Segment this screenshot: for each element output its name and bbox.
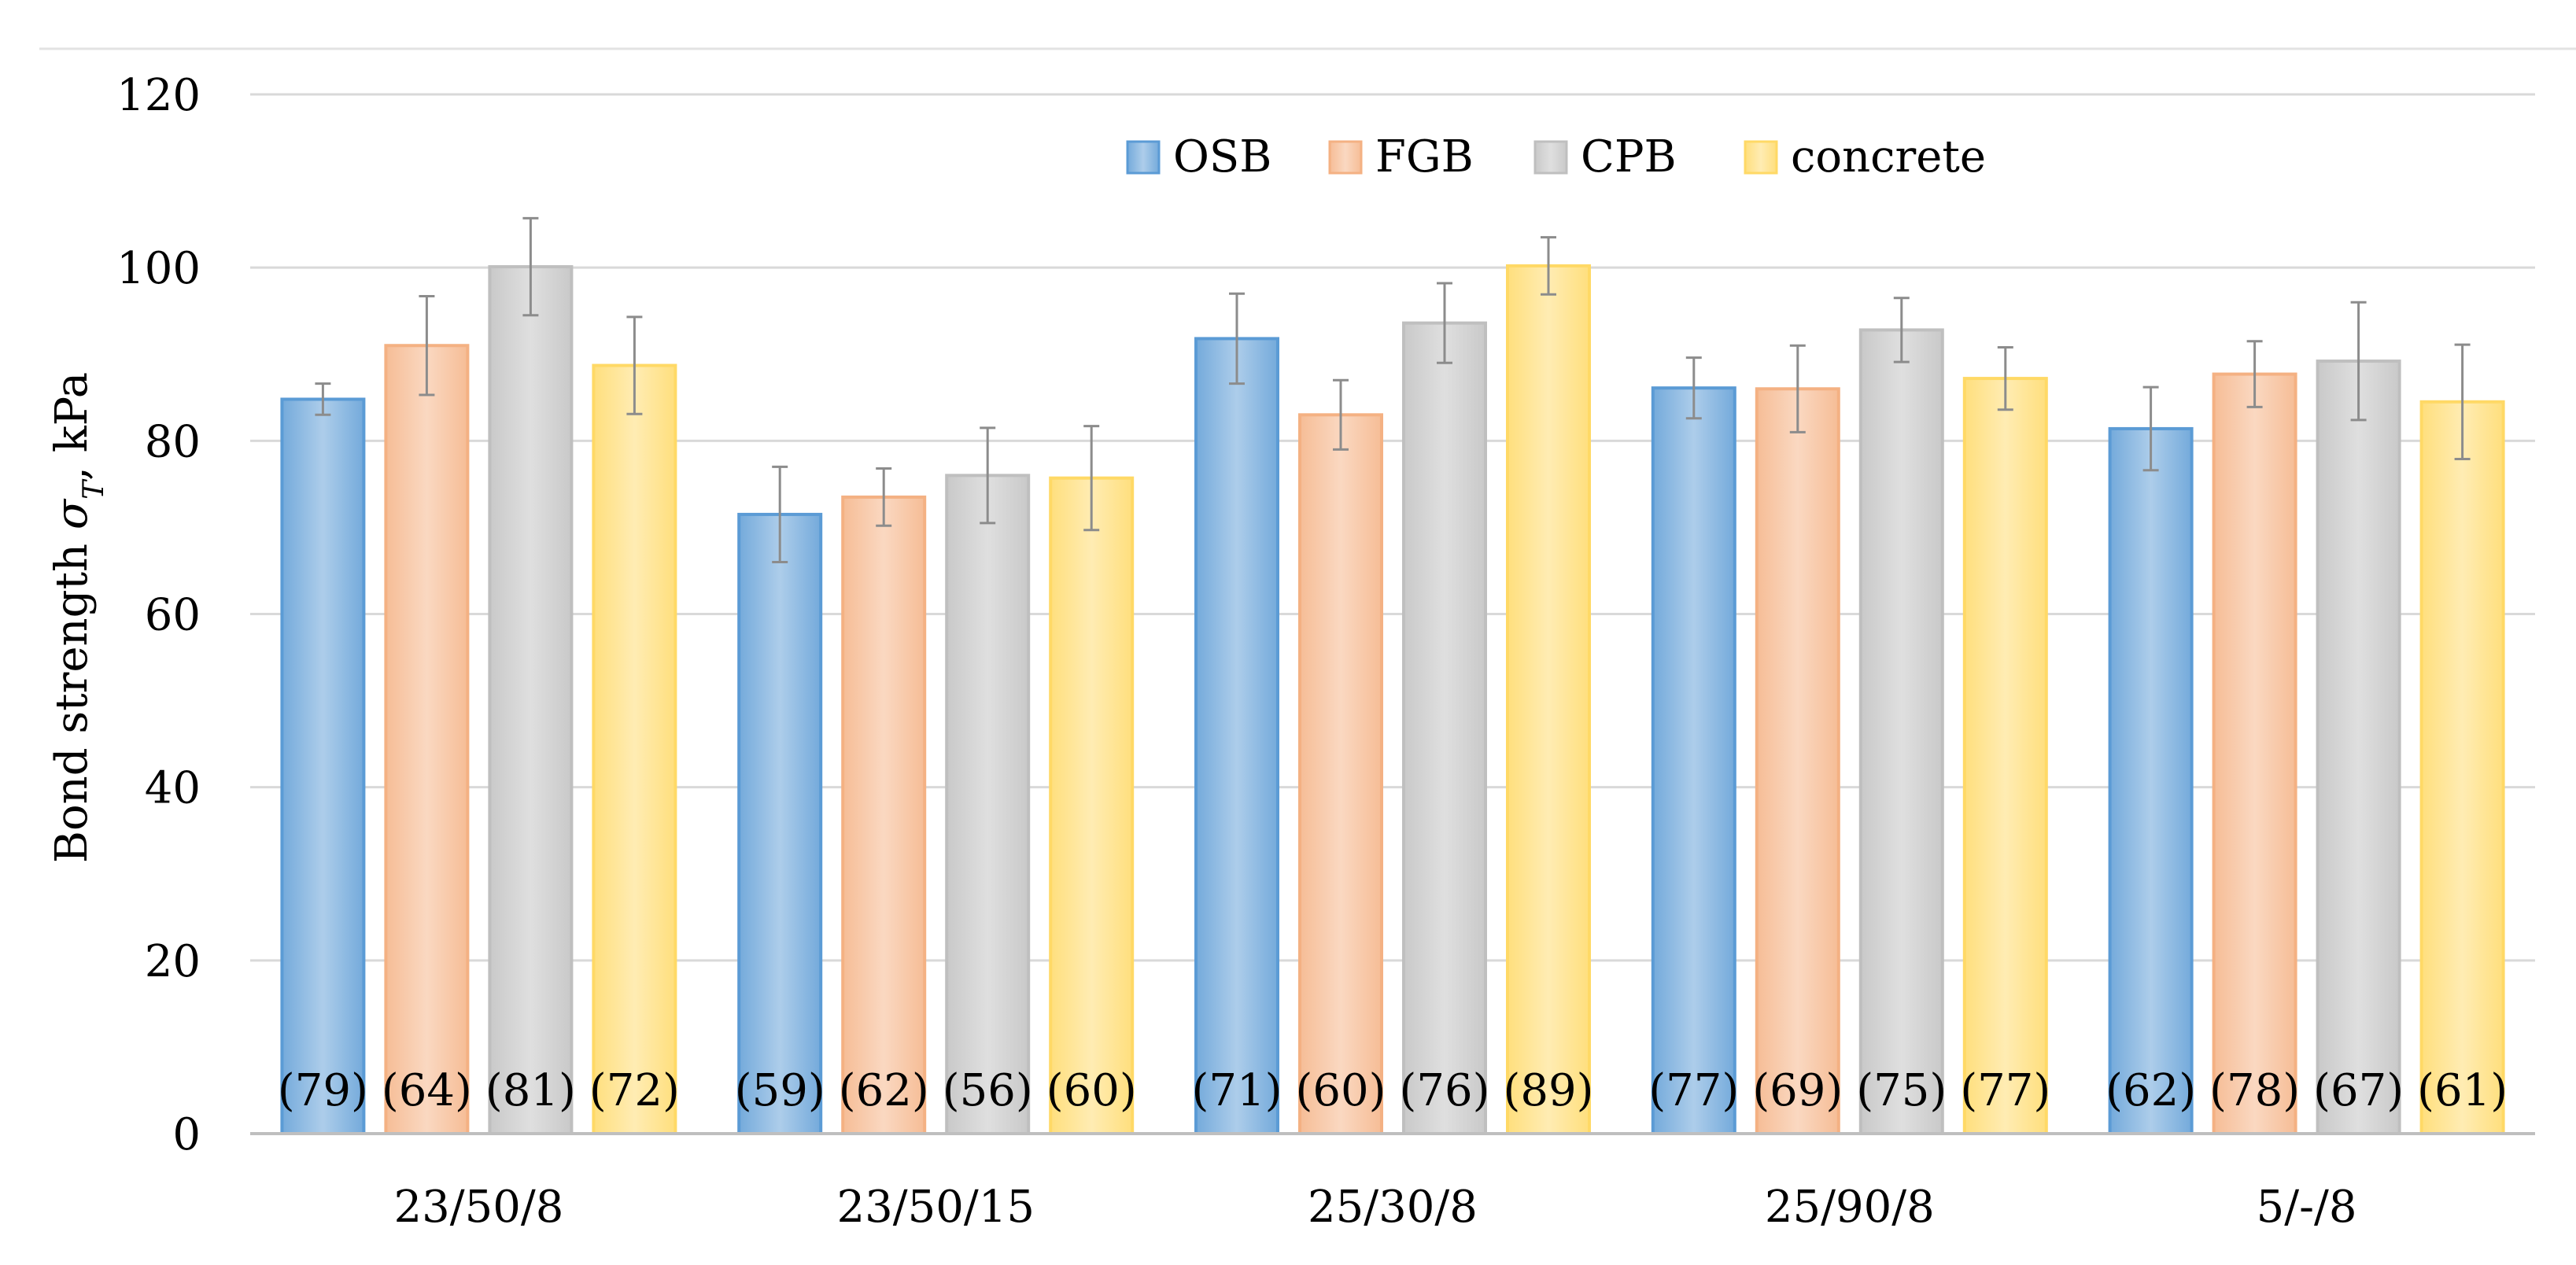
error-bar-fgb-23-50-15 (876, 467, 892, 527)
error-bar-fgb-5-8 (2246, 340, 2263, 408)
bar-osb-5-8 (2108, 426, 2194, 1135)
y-axis-title-symbol: σ (46, 498, 98, 529)
legend-swatch-cpb (1533, 140, 1568, 175)
y-tick-label-0: 0 (172, 1109, 201, 1160)
error-bars (315, 216, 2471, 563)
data-label-concrete-23-50-8: (72) (589, 1065, 680, 1116)
data-label-fgb-23-50-15: (62) (839, 1065, 929, 1116)
data-label-concrete-23-50-15: (60) (1046, 1065, 1137, 1116)
y-tick-label-100: 100 (116, 243, 201, 294)
bar-concrete-5-8 (2419, 400, 2505, 1135)
legend-item-osb: OSB (1126, 131, 1271, 183)
legend: OSB FGB CPB concrete (1126, 131, 1986, 183)
x-tick-label-25-30-8: 25/30/8 (1308, 1182, 1478, 1233)
data-label-concrete-25-90-8: (77) (1960, 1065, 2050, 1116)
error-bar-concrete-25-30-8 (1541, 236, 1556, 296)
bar-concrete-23-50-8 (592, 363, 677, 1135)
bar-concrete-25-90-8 (1962, 377, 2048, 1136)
y-axis-ticks: 0 20 40 60 80 100 120 (116, 70, 201, 1160)
data-label-cpb-5-8: (67) (2313, 1065, 2404, 1116)
bar-cpb-5-8 (2316, 360, 2401, 1136)
legend-swatch-concrete (1744, 140, 1778, 175)
bar-fgb-25-30-8 (1298, 413, 1383, 1135)
bars (280, 264, 2505, 1136)
x-axis-ticks: 23/50/8 23/50/15 25/30/8 25/90/8 5/-/8 (393, 1182, 2356, 1233)
y-tick-label-20: 20 (145, 936, 201, 987)
data-label-osb-25-30-8: (71) (1192, 1065, 1282, 1116)
error-bar-concrete-23-50-8 (626, 315, 643, 415)
data-label-osb-23-50-15: (59) (735, 1065, 825, 1116)
bar-fgb-5-8 (2212, 372, 2297, 1135)
y-tick-label-80: 80 (145, 416, 201, 467)
x-tick-label-23-50-15: 23/50/15 (836, 1182, 1035, 1233)
bar-fgb-25-90-8 (1755, 387, 1840, 1135)
x-tick-label-25-90-8: 25/90/8 (1765, 1182, 1935, 1233)
legend-item-cpb: CPB (1533, 131, 1677, 183)
legend-swatch-fgb (1328, 140, 1363, 175)
legend-label-cpb: CPB (1581, 131, 1677, 183)
data-label-osb-23-50-8: (79) (278, 1065, 368, 1116)
bar-cpb-25-90-8 (1858, 328, 1944, 1135)
error-bar-concrete-23-50-15 (1083, 425, 1100, 532)
bar-cpb-23-50-8 (488, 265, 574, 1136)
error-bar-fgb-23-50-8 (419, 294, 435, 396)
bar-osb-23-50-15 (737, 512, 823, 1135)
error-bar-cpb-23-50-8 (522, 216, 539, 317)
data-label-cpb-25-90-8: (75) (1856, 1065, 1947, 1116)
bar-osb-23-50-8 (280, 397, 366, 1135)
bar-fgb-23-50-15 (841, 495, 927, 1135)
legend-item-concrete: concrete (1744, 131, 1986, 183)
data-label-fgb-25-90-8: (69) (1752, 1065, 1843, 1116)
y-axis-title: Bond strength σT, kPa (46, 372, 110, 863)
legend-label-concrete: concrete (1791, 131, 1986, 183)
data-label-concrete-25-30-8: (89) (1504, 1065, 1594, 1116)
data-label-fgb-5-8: (78) (2209, 1065, 2300, 1116)
data-label-fgb-25-30-8: (60) (1296, 1065, 1386, 1116)
error-bar-fgb-25-90-8 (1789, 344, 1806, 433)
y-tick-label-60: 60 (145, 590, 201, 641)
y-axis-title-subscript: T (78, 478, 110, 500)
data-label-cpb-23-50-8: (81) (485, 1065, 576, 1116)
error-bar-cpb-23-50-15 (980, 426, 996, 525)
bar-osb-25-30-8 (1194, 337, 1279, 1135)
data-label-concrete-5-8: (61) (2417, 1065, 2508, 1116)
error-bar-osb-23-50-15 (772, 465, 788, 563)
x-tick-label-5-8: 5/-/8 (2257, 1182, 2357, 1233)
legend-label-fgb: FGB (1375, 131, 1474, 183)
data-labels: (79) (64) (81) (72) (59) (62) (56) (60) (71) (60)… (278, 1065, 2508, 1116)
y-axis-title-suffix: , kPa (46, 372, 98, 481)
error-bar-fgb-25-30-8 (1333, 378, 1349, 451)
y-axis-title-prefix: Bond strength (46, 529, 98, 863)
data-label-cpb-23-50-15: (56) (943, 1065, 1033, 1116)
y-tick-label-40: 40 (145, 763, 201, 814)
bar-cpb-23-50-15 (945, 474, 1031, 1135)
error-bar-cpb-5-8 (2350, 301, 2367, 422)
data-label-osb-25-90-8: (77) (1648, 1065, 1739, 1116)
error-bar-cpb-25-90-8 (1893, 297, 1910, 363)
data-label-osb-5-8: (62) (2105, 1065, 2196, 1116)
error-bar-osb-25-30-8 (1229, 292, 1245, 385)
bar-concrete-23-50-15 (1049, 476, 1135, 1135)
error-bar-osb-25-90-8 (1685, 356, 1702, 420)
error-bar-cpb-25-30-8 (1437, 282, 1452, 364)
y-tick-label-120: 120 (116, 70, 201, 121)
error-bar-concrete-25-90-8 (1997, 345, 2013, 411)
error-bar-osb-5-8 (2142, 385, 2159, 472)
bar-fgb-23-50-8 (384, 344, 470, 1136)
bar-cpb-25-30-8 (1402, 321, 1487, 1135)
data-label-cpb-25-30-8: (76) (1400, 1065, 1490, 1116)
legend-label-osb: OSB (1173, 131, 1271, 183)
bar-concrete-25-30-8 (1506, 264, 1591, 1136)
error-bar-osb-23-50-8 (315, 382, 331, 416)
legend-swatch-osb (1126, 140, 1161, 175)
bar-osb-25-90-8 (1651, 386, 1736, 1135)
data-label-fgb-23-50-8: (64) (382, 1065, 472, 1116)
legend-item-fgb: FGB (1328, 131, 1474, 183)
error-bar-concrete-5-8 (2454, 343, 2471, 460)
x-tick-label-23-50-8: 23/50/8 (393, 1182, 563, 1233)
